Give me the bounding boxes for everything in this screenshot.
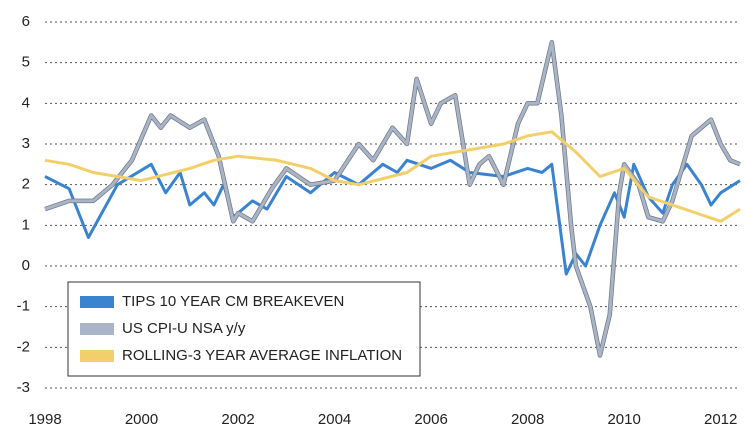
y-tick-label: -1 — [17, 298, 30, 315]
x-tick-label: 2004 — [318, 411, 351, 428]
x-tick-label: 2010 — [607, 411, 640, 428]
y-tick-label: 5 — [22, 54, 30, 71]
x-tick-label: 2008 — [511, 411, 544, 428]
x-tick-label: 2000 — [125, 411, 158, 428]
legend-swatch — [80, 350, 114, 362]
legend-label: TIPS 10 YEAR CM BREAKEVEN — [122, 293, 344, 310]
legend-swatch — [80, 296, 114, 308]
y-tick-label: 2 — [22, 176, 30, 193]
x-tick-label: 1998 — [28, 411, 61, 428]
legend-box — [67, 281, 421, 377]
y-tick-label: -3 — [17, 379, 30, 396]
y-tick-label: 6 — [22, 13, 30, 30]
series-line — [44, 130, 741, 223]
legend-swatch — [80, 323, 114, 335]
y-tick-label: 1 — [22, 216, 30, 233]
x-tick-label: 2012 — [704, 411, 737, 428]
x-tick-label: 2006 — [414, 411, 447, 428]
x-tick-label: 2002 — [221, 411, 254, 428]
y-tick-label: 0 — [22, 257, 30, 274]
legend-label: ROLLING-3 YEAR AVERAGE INFLATION — [122, 347, 402, 364]
legend-label: US CPI-U NSA y/y — [122, 320, 246, 337]
y-tick-label: 3 — [22, 135, 30, 152]
y-tick-label: -2 — [17, 338, 30, 355]
y-tick-label: 4 — [22, 94, 30, 111]
